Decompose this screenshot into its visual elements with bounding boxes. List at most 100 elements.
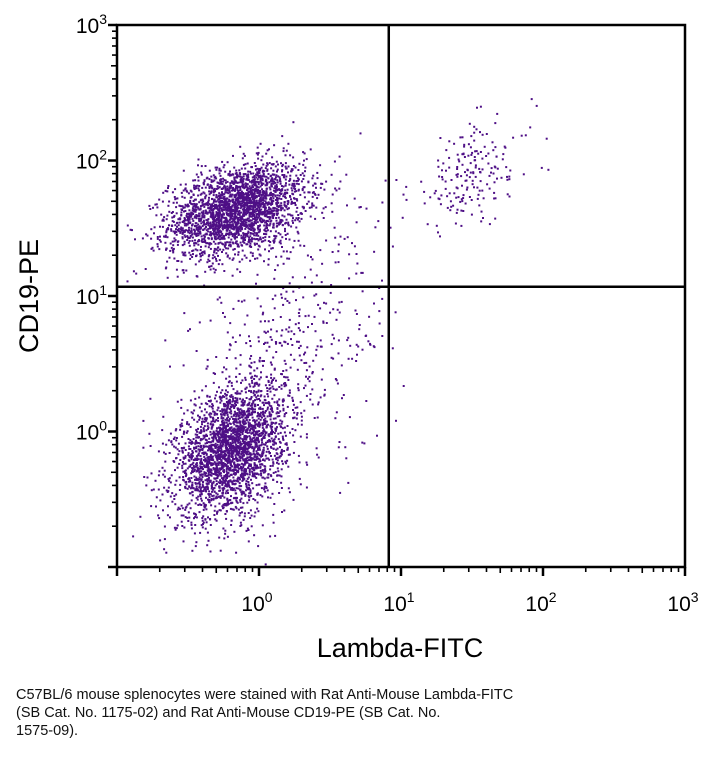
data-point bbox=[198, 467, 201, 470]
data-point bbox=[239, 444, 242, 446]
data-point bbox=[202, 234, 205, 237]
data-point bbox=[229, 224, 232, 227]
data-point bbox=[182, 432, 185, 435]
data-point bbox=[175, 268, 178, 271]
data-point bbox=[195, 516, 198, 519]
data-point bbox=[266, 229, 269, 232]
data-point bbox=[236, 478, 239, 480]
data-point bbox=[333, 160, 336, 163]
data-point bbox=[229, 193, 232, 196]
data-point bbox=[257, 239, 260, 242]
data-point bbox=[221, 450, 224, 453]
data-point bbox=[433, 192, 436, 195]
data-point bbox=[220, 214, 223, 217]
data-point bbox=[230, 224, 233, 227]
data-point bbox=[191, 440, 194, 443]
data-point bbox=[255, 419, 258, 422]
data-point bbox=[165, 218, 168, 221]
data-point bbox=[207, 242, 210, 245]
data-point bbox=[219, 182, 222, 185]
data-point bbox=[205, 466, 208, 469]
data-point bbox=[257, 466, 260, 469]
data-point bbox=[193, 468, 196, 471]
data-point bbox=[216, 451, 219, 454]
data-point bbox=[218, 186, 221, 189]
data-point bbox=[253, 361, 256, 364]
data-point bbox=[222, 225, 225, 228]
data-point bbox=[313, 182, 316, 185]
data-point bbox=[230, 180, 233, 183]
data-point bbox=[213, 179, 216, 182]
data-point bbox=[257, 248, 260, 251]
data-point bbox=[251, 238, 254, 240]
data-point bbox=[271, 425, 274, 428]
data-point bbox=[259, 494, 262, 497]
data-point bbox=[192, 438, 195, 440]
data-point bbox=[283, 385, 286, 388]
data-point bbox=[272, 223, 275, 226]
data-point bbox=[239, 173, 242, 176]
data-point bbox=[481, 157, 484, 160]
data-point bbox=[207, 427, 209, 430]
data-point bbox=[198, 189, 201, 192]
data-point bbox=[175, 231, 178, 233]
data-point bbox=[228, 225, 230, 228]
data-point bbox=[269, 241, 272, 243]
data-point bbox=[267, 211, 270, 214]
data-point bbox=[456, 166, 459, 168]
data-point bbox=[237, 198, 240, 201]
data-point bbox=[276, 200, 279, 203]
data-point bbox=[237, 213, 240, 216]
data-point bbox=[468, 176, 471, 179]
data-point bbox=[261, 422, 264, 425]
data-point bbox=[266, 390, 269, 392]
data-point bbox=[290, 214, 293, 217]
data-point bbox=[219, 433, 222, 436]
data-point bbox=[250, 195, 253, 198]
data-point bbox=[254, 238, 257, 241]
data-point bbox=[222, 443, 225, 446]
data-point bbox=[298, 220, 301, 223]
data-point bbox=[470, 135, 473, 138]
data-point bbox=[449, 200, 452, 203]
data-point bbox=[173, 257, 176, 260]
data-point bbox=[241, 258, 244, 261]
data-point bbox=[182, 470, 185, 473]
data-point bbox=[220, 441, 223, 443]
data-point bbox=[292, 179, 295, 182]
data-point bbox=[476, 186, 479, 189]
data-point bbox=[172, 220, 175, 223]
data-point bbox=[200, 457, 203, 460]
data-point bbox=[229, 214, 232, 217]
data-point bbox=[292, 221, 294, 224]
data-point bbox=[126, 280, 129, 283]
data-point bbox=[213, 434, 216, 437]
data-point bbox=[189, 234, 192, 237]
data-point bbox=[254, 443, 257, 446]
data-point bbox=[474, 159, 477, 162]
data-point bbox=[251, 198, 254, 201]
data-point bbox=[257, 404, 259, 406]
data-point bbox=[271, 385, 274, 388]
data-point bbox=[243, 201, 246, 204]
data-point bbox=[293, 197, 295, 200]
data-point bbox=[182, 271, 185, 274]
data-point bbox=[175, 493, 178, 496]
data-point bbox=[162, 219, 165, 222]
data-point bbox=[244, 391, 247, 394]
data-point bbox=[218, 486, 221, 489]
data-point bbox=[285, 149, 288, 152]
data-point bbox=[216, 512, 218, 515]
data-point bbox=[261, 426, 264, 429]
data-point bbox=[251, 201, 254, 204]
data-point bbox=[201, 473, 203, 476]
data-point bbox=[226, 448, 229, 451]
data-point bbox=[192, 210, 195, 213]
data-point bbox=[216, 409, 219, 412]
data-point bbox=[263, 404, 265, 407]
data-point bbox=[180, 406, 183, 409]
data-point bbox=[282, 175, 285, 178]
data-point bbox=[249, 191, 252, 194]
data-point bbox=[237, 196, 239, 199]
